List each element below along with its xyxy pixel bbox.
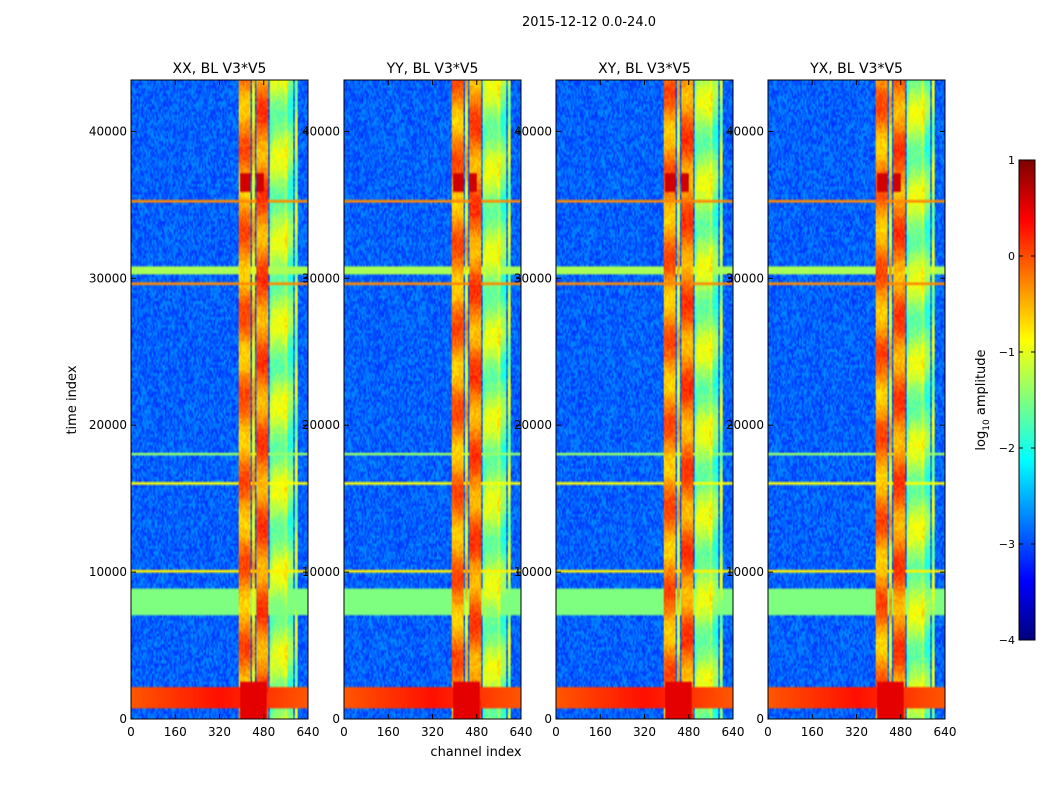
heatmap-image [344, 80, 521, 719]
panel-xx: XX, BL V3*V5 0 160 320 480 640 0 10000 20000 3000… [89, 61, 320, 739]
colorbar-label: log10 amplitude [974, 349, 992, 450]
x-axis-label: channel index [430, 745, 521, 760]
y-tick-label: 20000 [514, 418, 552, 432]
x-tick-label: 480 [465, 725, 488, 739]
x-tick-label: 640 [510, 725, 533, 739]
heatmap-panels: XX, BL V3*V5 0 160 320 480 640 0 10000 20000 3000… [89, 61, 957, 739]
y-tick-label: 40000 [302, 124, 340, 138]
heatmap-image [768, 80, 945, 719]
panel-xy: XY, BL V3*V5 0 160 320 480 640 0 10000 20000 3000… [514, 61, 745, 739]
x-tick-label: 0 [340, 725, 348, 739]
y-tick-label: 20000 [302, 418, 340, 432]
x-tick-label: 160 [164, 725, 187, 739]
y-tick-label: 10000 [726, 565, 764, 579]
y-tick-label: 0 [756, 712, 764, 726]
colorbar-ticks: 1 0 −1 −2 −3 −4 [999, 154, 1035, 647]
x-tick-label: 320 [208, 725, 231, 739]
x-tick-label: 320 [845, 725, 868, 739]
y-tick-label: 0 [119, 712, 127, 726]
panel-title: XY, BL V3*V5 [598, 61, 691, 77]
colorbar-gradient [1018, 159, 1036, 641]
figure-title: 2015-12-12 0.0-24.0 [522, 15, 656, 30]
colorbar-tick-label: 1 [1008, 154, 1015, 167]
x-tick-label: 640 [722, 725, 745, 739]
panel-title: XX, BL V3*V5 [173, 61, 267, 77]
y-tick-label: 20000 [726, 418, 764, 432]
y-tick-label: 30000 [302, 271, 340, 285]
y-tick-label: 40000 [89, 124, 127, 138]
x-tick-label: 480 [677, 725, 700, 739]
colorbar-tick-label: −1 [999, 346, 1015, 359]
colorbar-tick-label: 0 [1008, 250, 1015, 263]
panel-title: YX, BL V3*V5 [809, 61, 903, 77]
x-tick-label: 480 [252, 725, 275, 739]
x-tick-label: 160 [377, 725, 400, 739]
colorbar-tick-label: −2 [999, 442, 1015, 455]
x-tick-label: 0 [764, 725, 772, 739]
y-axis-label: time index [65, 365, 80, 434]
x-tick-label: 480 [889, 725, 912, 739]
colorbar: 1 0 −1 −2 −3 −4 log10 amplitude [974, 154, 1036, 647]
panel-title: YY, BL V3*V5 [386, 61, 479, 77]
x-tick-label: 640 [297, 725, 320, 739]
y-tick-label: 30000 [726, 271, 764, 285]
x-tick-label: 320 [633, 725, 656, 739]
y-tick-label: 20000 [89, 418, 127, 432]
x-tick-label: 320 [421, 725, 444, 739]
x-tick-label: 0 [127, 725, 135, 739]
x-tick-label: 640 [934, 725, 957, 739]
y-tick-label: 40000 [726, 124, 764, 138]
y-tick-label: 30000 [89, 271, 127, 285]
x-tick-label: 0 [552, 725, 560, 739]
y-tick-label: 0 [544, 712, 552, 726]
colorbar-tick-label: −3 [999, 538, 1015, 551]
x-tick-label: 160 [589, 725, 612, 739]
heatmap-image [131, 80, 308, 719]
y-tick-label: 30000 [514, 271, 552, 285]
y-tick-label: 10000 [302, 565, 340, 579]
y-tick-label: 10000 [514, 565, 552, 579]
panel-yx: YX, BL V3*V5 0 160 320 480 640 0 10000 20000 3000… [726, 61, 957, 739]
heatmap-image [556, 80, 733, 719]
y-tick-label: 0 [332, 712, 340, 726]
y-tick-label: 10000 [89, 565, 127, 579]
y-tick-label: 40000 [514, 124, 552, 138]
x-tick-label: 160 [801, 725, 824, 739]
panel-yy: YY, BL V3*V5 0 160 320 480 640 0 10000 20000 3000… [302, 61, 533, 739]
colorbar-tick-label: −4 [999, 634, 1015, 647]
